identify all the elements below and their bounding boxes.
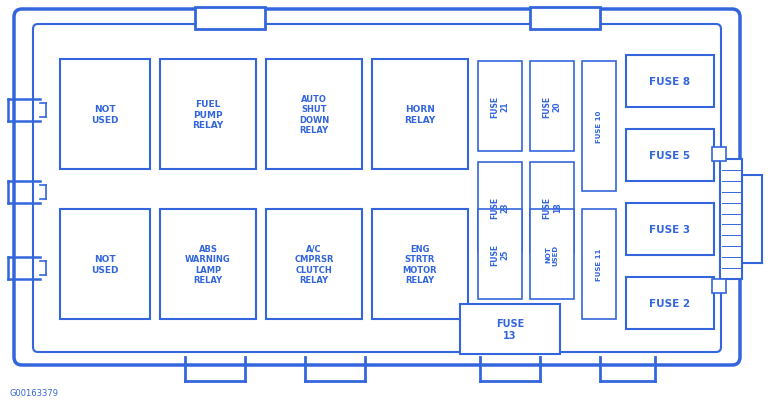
Text: NOT
USED: NOT USED [545, 244, 558, 265]
Bar [626, 277, 714, 329]
Text: FUEL
PUMP
RELAY: FUEL PUMP RELAY [192, 100, 223, 130]
Bar [582, 209, 616, 319]
Bar [626, 203, 714, 256]
Text: G00163379: G00163379 [10, 388, 59, 397]
Bar [478, 162, 522, 252]
Bar [530, 209, 574, 299]
Text: FUSE 11: FUSE 11 [596, 248, 602, 281]
Text: FUSE 3: FUSE 3 [650, 224, 690, 234]
Text: FUSE
25: FUSE 25 [490, 243, 510, 265]
Bar [160, 60, 256, 170]
Text: NOT
USED: NOT USED [91, 105, 119, 124]
Bar [626, 130, 714, 181]
Text: FUSE
20: FUSE 20 [542, 96, 561, 118]
Text: FUSE 5: FUSE 5 [650, 151, 690, 161]
Bar [460, 304, 560, 354]
Bar [720, 160, 742, 279]
Bar [60, 60, 150, 170]
Text: NOT
USED: NOT USED [91, 255, 119, 274]
Bar [530, 8, 600, 30]
Bar [372, 209, 468, 319]
Text: FUSE
18: FUSE 18 [542, 196, 561, 219]
Bar [478, 209, 522, 299]
Text: FUSE
23: FUSE 23 [490, 196, 510, 219]
Text: AUTO
SHUT
DOWN
RELAY: AUTO SHUT DOWN RELAY [299, 95, 329, 135]
Text: ENG
STRTR
MOTOR
RELAY: ENG STRTR MOTOR RELAY [402, 244, 437, 284]
Text: FUSE
13: FUSE 13 [496, 318, 524, 340]
Bar [478, 62, 522, 151]
Bar [712, 279, 726, 293]
Bar [160, 209, 256, 319]
Bar [582, 62, 616, 192]
Text: FUSE 10: FUSE 10 [596, 111, 602, 143]
Bar [530, 62, 574, 151]
Bar [195, 8, 265, 30]
FancyBboxPatch shape [14, 10, 740, 365]
Bar [266, 209, 362, 319]
Text: FUSE 2: FUSE 2 [650, 298, 690, 308]
Bar [266, 60, 362, 170]
Text: HORN
RELAY: HORN RELAY [405, 105, 435, 124]
Bar [712, 148, 726, 162]
Text: FUSE 8: FUSE 8 [650, 77, 690, 87]
Text: ABS
WARNING
LAMP
RELAY: ABS WARNING LAMP RELAY [185, 244, 231, 284]
FancyBboxPatch shape [33, 25, 721, 352]
Text: A/C
CMPRSR
CLUTCH
RELAY: A/C CMPRSR CLUTCH RELAY [294, 244, 334, 284]
Bar [60, 209, 150, 319]
Bar [530, 162, 574, 252]
Bar [626, 56, 714, 108]
Bar [372, 60, 468, 170]
Text: FUSE
21: FUSE 21 [490, 96, 510, 118]
